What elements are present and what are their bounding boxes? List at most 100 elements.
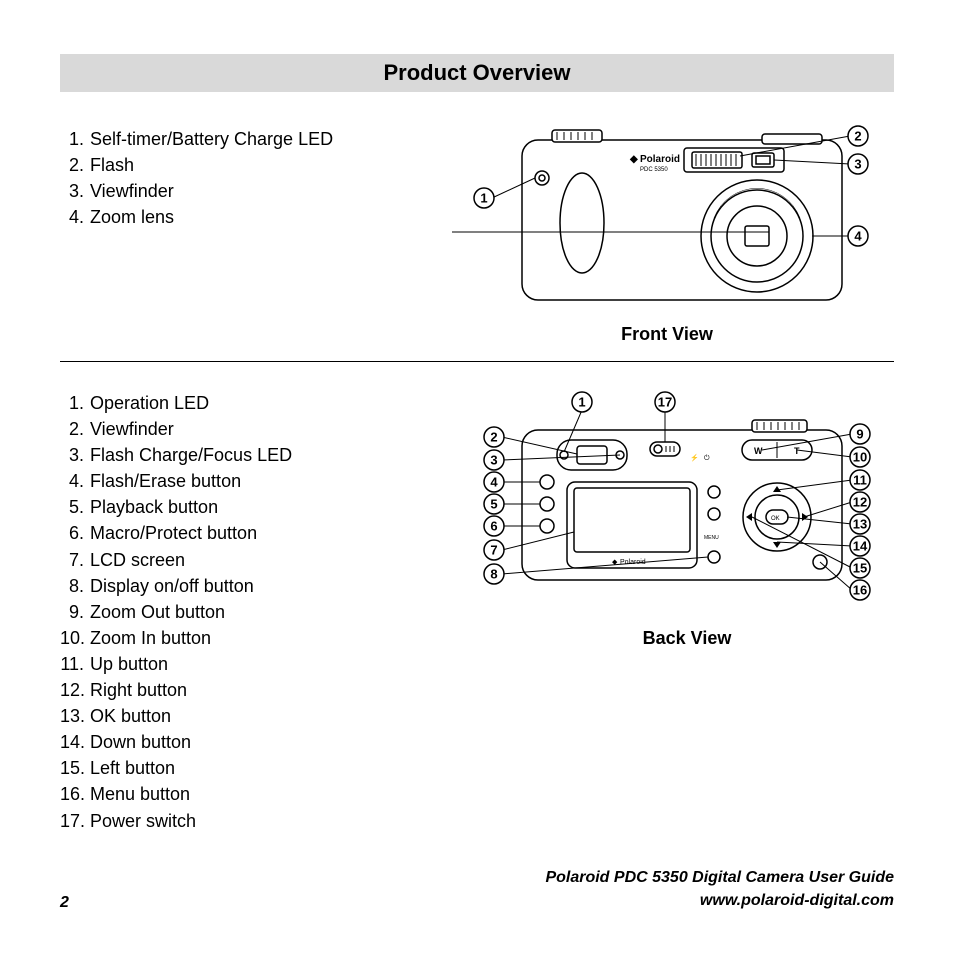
- footer-text: Polaroid PDC 5350 Digital Camera User Gu…: [69, 867, 894, 912]
- item-label: Self-timer/Battery Charge LED: [90, 126, 420, 152]
- item-label: Display on/off button: [90, 573, 420, 599]
- item-number: 16.: [60, 781, 90, 807]
- parts-list-item: 6.Macro/Protect button: [60, 520, 420, 546]
- svg-text:4: 4: [490, 475, 498, 490]
- svg-text:MENU: MENU: [704, 535, 719, 541]
- front-view-caption: Front View: [621, 324, 713, 345]
- item-number: 9.: [60, 599, 90, 625]
- item-label: Viewfinder: [90, 416, 420, 442]
- item-number: 11.: [60, 651, 90, 677]
- svg-text:W: W: [754, 446, 763, 456]
- item-label: Zoom Out button: [90, 599, 420, 625]
- item-label: Power switch: [90, 808, 420, 834]
- svg-text:10: 10: [853, 450, 867, 465]
- svg-text:⚡: ⚡: [690, 453, 699, 462]
- item-number: 4.: [60, 468, 90, 494]
- item-label: OK button: [90, 703, 420, 729]
- parts-list-item: 15.Left button: [60, 755, 420, 781]
- svg-text:6: 6: [490, 519, 497, 534]
- item-number: 12.: [60, 677, 90, 703]
- item-label: Playback button: [90, 494, 420, 520]
- parts-list-item: 7.LCD screen: [60, 547, 420, 573]
- item-label: Zoom lens: [90, 204, 420, 230]
- item-label: LCD screen: [90, 547, 420, 573]
- svg-text:14: 14: [853, 539, 868, 554]
- svg-text:11: 11: [853, 473, 867, 488]
- parts-list-item: 10.Zoom In button: [60, 625, 420, 651]
- parts-list-item: 13.OK button: [60, 703, 420, 729]
- svg-text:◆: ◆: [629, 154, 638, 165]
- parts-list-item: 9.Zoom Out button: [60, 599, 420, 625]
- parts-list-item: 4.Zoom lens: [60, 204, 420, 230]
- page-number: 2: [60, 894, 69, 912]
- item-number: 10.: [60, 625, 90, 651]
- parts-list-item: 5.Playback button: [60, 494, 420, 520]
- svg-text:8: 8: [490, 567, 497, 582]
- item-number: 15.: [60, 755, 90, 781]
- svg-text:13: 13: [853, 517, 867, 532]
- item-label: Right button: [90, 677, 420, 703]
- item-number: 8.: [60, 573, 90, 599]
- parts-list-item: 2.Viewfinder: [60, 416, 420, 442]
- item-label: Flash/Erase button: [90, 468, 420, 494]
- svg-text:3: 3: [854, 157, 861, 172]
- parts-list-item: 8.Display on/off button: [60, 573, 420, 599]
- parts-list-item: 2.Flash: [60, 152, 420, 178]
- item-label: Viewfinder: [90, 178, 420, 204]
- svg-text:1: 1: [480, 191, 487, 206]
- item-number: 6.: [60, 520, 90, 546]
- item-number: 13.: [60, 703, 90, 729]
- svg-text:2: 2: [854, 129, 861, 144]
- parts-list-item: 3.Flash Charge/Focus LED: [60, 442, 420, 468]
- svg-text:OK: OK: [771, 516, 780, 522]
- back-parts-list: 1.Operation LED2.Viewfinder3.Flash Charg…: [60, 382, 420, 834]
- item-label: Up button: [90, 651, 420, 677]
- item-label: Macro/Protect button: [90, 520, 420, 546]
- parts-list-item: 16.Menu button: [60, 781, 420, 807]
- back-view-caption: Back View: [643, 628, 732, 649]
- svg-text:T: T: [794, 446, 800, 456]
- item-label: Zoom In button: [90, 625, 420, 651]
- svg-text:17: 17: [658, 395, 672, 410]
- item-number: 2.: [60, 416, 90, 442]
- item-number: 1.: [60, 390, 90, 416]
- page-footer: 2 Polaroid PDC 5350 Digital Camera User …: [60, 867, 894, 912]
- parts-list-item: 11.Up button: [60, 651, 420, 677]
- svg-text:9: 9: [856, 427, 863, 442]
- front-diagram: ◆ Polaroid PDC 5350: [440, 118, 894, 345]
- item-label: Operation LED: [90, 390, 420, 416]
- svg-text:5: 5: [490, 497, 497, 512]
- front-parts-list: 1.Self-timer/Battery Charge LED2.Flash3.…: [60, 118, 420, 230]
- svg-text:3: 3: [490, 453, 497, 468]
- svg-text:⏻: ⏻: [704, 454, 710, 462]
- item-number: 2.: [60, 152, 90, 178]
- parts-list-item: 12.Right button: [60, 677, 420, 703]
- item-label: Left button: [90, 755, 420, 781]
- svg-text:4: 4: [854, 229, 862, 244]
- parts-list-item: 14.Down button: [60, 729, 420, 755]
- parts-list-item: 4.Flash/Erase button: [60, 468, 420, 494]
- svg-text:37-111mm EQ. 1:2.7-4.8: 37-111mm EQ. 1:2.7-4.8: [452, 118, 479, 120]
- section-divider: [60, 361, 894, 362]
- svg-text:PDC 5350: PDC 5350: [640, 167, 668, 173]
- svg-text:7: 7: [490, 543, 497, 558]
- item-number: 4.: [60, 204, 90, 230]
- item-label: Flash: [90, 152, 420, 178]
- svg-text:15: 15: [853, 561, 867, 576]
- item-number: 17.: [60, 808, 90, 834]
- svg-text:2: 2: [490, 430, 497, 445]
- item-label: Flash Charge/Focus LED: [90, 442, 420, 468]
- front-view-section: 1.Self-timer/Battery Charge LED2.Flash3.…: [60, 118, 894, 345]
- item-number: 5.: [60, 494, 90, 520]
- item-number: 3.: [60, 178, 90, 204]
- svg-text:12: 12: [853, 495, 867, 510]
- section-title: Product Overview: [60, 54, 894, 92]
- parts-list-item: 1.Self-timer/Battery Charge LED: [60, 126, 420, 152]
- back-view-section: 1.Operation LED2.Viewfinder3.Flash Charg…: [60, 382, 894, 834]
- svg-text:16: 16: [853, 583, 867, 598]
- item-number: 3.: [60, 442, 90, 468]
- svg-text:1: 1: [578, 395, 585, 410]
- parts-list-item: 1.Operation LED: [60, 390, 420, 416]
- item-number: 1.: [60, 126, 90, 152]
- item-label: Down button: [90, 729, 420, 755]
